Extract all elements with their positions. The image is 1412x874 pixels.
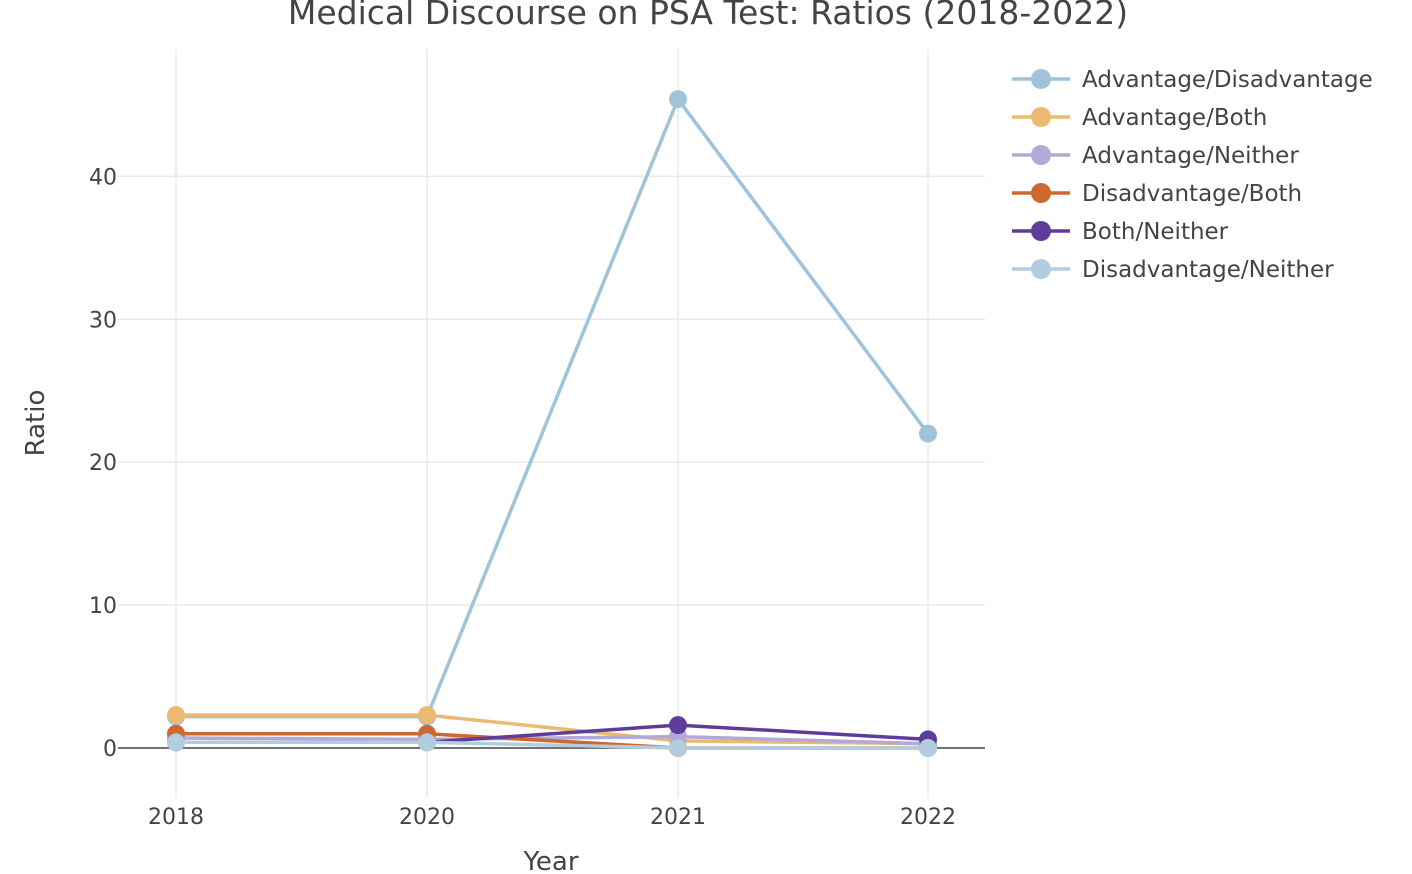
legend-item[interactable]: Advantage/Both bbox=[1012, 105, 1267, 131]
legend-swatch-marker bbox=[1031, 69, 1051, 89]
chart-title: Medical Discourse on PSA Test: Ratios (2… bbox=[288, 0, 1128, 32]
data-point[interactable] bbox=[669, 739, 687, 757]
y-tick-label: 0 bbox=[103, 737, 117, 762]
axes: 2018 2020 2021 2022 0 10 20 30 40 bbox=[89, 165, 956, 830]
legend-item[interactable]: Advantage/Disadvantage bbox=[1012, 67, 1373, 93]
legend-item[interactable]: Both/Neither bbox=[1012, 219, 1229, 245]
legend-swatch-marker bbox=[1031, 259, 1051, 279]
data-point[interactable] bbox=[669, 716, 687, 735]
y-tick-label: 40 bbox=[89, 165, 117, 190]
legend-item[interactable]: Disadvantage/Both bbox=[1012, 181, 1302, 207]
legend-item[interactable]: Advantage/Neither bbox=[1012, 143, 1299, 169]
legend-swatch-marker bbox=[1031, 107, 1051, 127]
series-line bbox=[176, 740, 928, 750]
legend-label: Both/Neither bbox=[1082, 219, 1229, 245]
legend-label: Advantage/Disadvantage bbox=[1082, 67, 1373, 93]
data-point[interactable] bbox=[167, 706, 185, 725]
data-point[interactable] bbox=[418, 706, 436, 725]
legend-swatch-marker bbox=[1031, 183, 1051, 203]
legend-label: Disadvantage/Neither bbox=[1082, 257, 1334, 283]
y-tick-label: 20 bbox=[89, 451, 117, 476]
y-tick-label: 30 bbox=[89, 308, 117, 333]
series-line bbox=[176, 97, 930, 719]
x-tick-label: 2021 bbox=[650, 805, 706, 830]
series-layer bbox=[167, 90, 937, 757]
legend-label: Disadvantage/Both bbox=[1082, 181, 1302, 207]
data-point[interactable] bbox=[919, 424, 937, 443]
legend[interactable]: Advantage/Disadvantage Advantage/Both Adva… bbox=[1012, 67, 1373, 283]
legend-item[interactable]: Disadvantage/Neither bbox=[1012, 257, 1334, 283]
grid bbox=[118, 49, 985, 798]
data-point[interactable] bbox=[418, 733, 436, 752]
x-axis-title: Year bbox=[522, 847, 578, 874]
data-point[interactable] bbox=[167, 733, 185, 752]
x-tick-label: 2020 bbox=[399, 805, 455, 830]
legend-swatch-marker bbox=[1031, 145, 1051, 165]
x-tick-label: 2018 bbox=[148, 805, 204, 830]
series-line bbox=[176, 713, 929, 746]
data-point[interactable] bbox=[919, 739, 937, 757]
y-axis-title: Ratio bbox=[21, 390, 51, 457]
series-line bbox=[175, 734, 929, 746]
data-point[interactable] bbox=[669, 90, 687, 109]
series-disadvantage-neither bbox=[167, 733, 937, 757]
legend-swatch-marker bbox=[1031, 221, 1051, 241]
y-tick-label: 10 bbox=[89, 594, 117, 619]
legend-label: Advantage/Neither bbox=[1082, 143, 1299, 169]
series-advantage-disadvantage bbox=[167, 90, 937, 726]
legend-label: Advantage/Both bbox=[1082, 105, 1267, 131]
x-tick-label: 2022 bbox=[900, 805, 956, 830]
